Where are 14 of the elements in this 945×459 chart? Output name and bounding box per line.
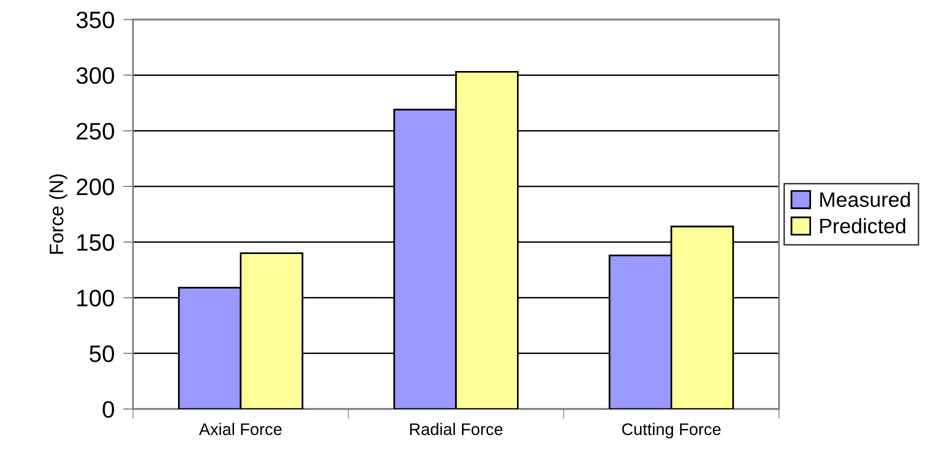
y-tick-label: 200 <box>76 178 114 196</box>
y-tick-label: 250 <box>76 122 114 140</box>
x-tick-label: Radial Force <box>410 422 503 436</box>
y-tick-label: 0 <box>102 401 114 418</box>
y-tick-label: 50 <box>90 345 114 362</box>
y-axis-title: Force (N) <box>49 174 68 254</box>
y-tick-label: 300 <box>76 67 114 84</box>
x-tick-label: Axial Force <box>199 422 282 436</box>
y-tick-label: 350 <box>76 12 114 28</box>
x-tick-label: Cutting Force <box>622 422 721 438</box>
legend-label: Measured <box>820 192 910 208</box>
y-tick-label: 100 <box>77 290 114 306</box>
y-tick-label: 150 <box>77 234 114 251</box>
legend-label: Predicted <box>820 218 906 234</box>
